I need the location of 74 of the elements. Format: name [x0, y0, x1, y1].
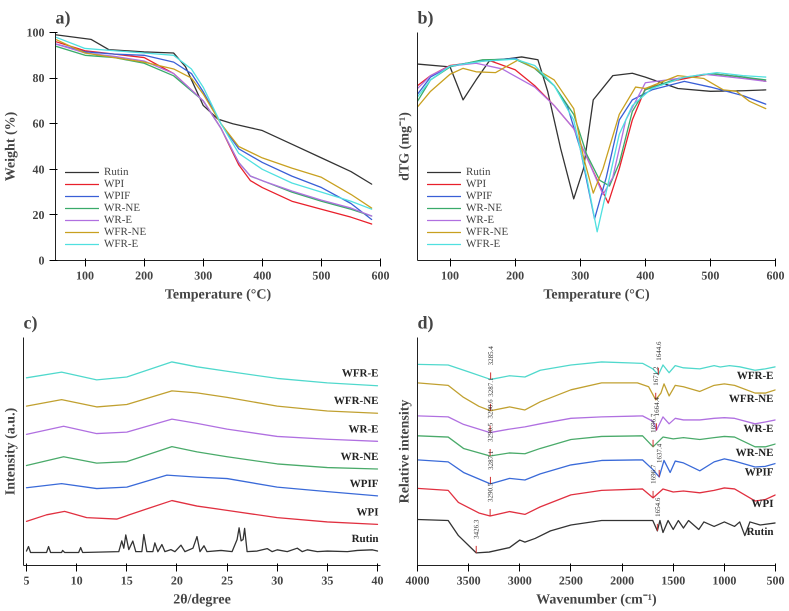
x-tick-label: 2000 [610, 574, 634, 588]
y-tick-label: 40 [32, 162, 44, 176]
x-axis-title: Temperature (°C) [543, 288, 650, 302]
y-tick-label: 80 [32, 71, 44, 86]
chart-title: a) [56, 8, 70, 28]
x-tick-label: 10 [70, 574, 83, 588]
x-tick-label: 100 [441, 268, 460, 282]
y-tick-label: 0 [38, 254, 44, 268]
legend-label: WR-NE [466, 202, 502, 214]
x-tick-label: 3000 [508, 574, 532, 588]
y-axis-title: Intensity (a.u.) [4, 407, 18, 496]
series-label: WPIF [744, 466, 774, 479]
y-axis-title: Weight (%) [4, 111, 18, 182]
series-label: WPI [752, 498, 774, 510]
y-axis-title: Relative intensity [398, 400, 412, 504]
series-label: WR-NE [340, 451, 379, 464]
x-tick-label: 200 [135, 268, 154, 282]
chart-title: b) [418, 8, 434, 28]
series-label: WR-NE [736, 446, 774, 459]
series-label: WPI [356, 506, 378, 518]
x-tick-label: 20 [170, 574, 183, 588]
series-label: WFR-NE [728, 392, 774, 405]
x-tick-label: 300 [571, 268, 590, 282]
series-label: WFR-E [736, 370, 774, 382]
x-tick-label: 500 [766, 574, 784, 588]
x-tick-label: 30 [271, 574, 284, 588]
x-axis-title: 2θ/degree [173, 592, 231, 608]
x-tick-label: 100 [76, 268, 94, 282]
legend-label: WFR-E [466, 238, 500, 250]
x-tick-label: 4000 [406, 574, 430, 588]
x-tick-label: 3500 [456, 574, 481, 588]
x-tick-label: 400 [636, 268, 654, 282]
y-axis-title: dTG (mg⁻¹) [398, 112, 412, 181]
series-label: WFR-E [342, 368, 379, 380]
legend-label: WPI [104, 178, 124, 190]
x-tick-label: 25 [221, 574, 234, 588]
legend-label: WPIF [104, 190, 130, 202]
legend-label: WPIF [466, 190, 492, 202]
legend-label: WPI [466, 178, 486, 190]
x-tick-label: 300 [194, 268, 212, 282]
x-tick-label: 35 [321, 574, 334, 588]
legend-label: WR-E [466, 214, 494, 226]
x-tick-label: 500 [701, 268, 720, 282]
x-axis-title: Wavenumber (cm⁻¹) [536, 592, 657, 608]
x-tick-label: 500 [312, 268, 330, 282]
series-label: WPIF [350, 478, 379, 490]
legend-label: Rutin [104, 166, 128, 178]
series-label: Rutin [352, 533, 379, 546]
legend-label: WFR-NE [466, 226, 508, 238]
x-tick-label: 600 [766, 268, 784, 282]
chart-title: d) [418, 312, 434, 332]
legend-label: Rutin [466, 166, 490, 178]
y-tick-label: 100 [26, 26, 44, 40]
x-tick-label: 1500 [661, 574, 686, 588]
x-tick-label: 400 [253, 268, 272, 282]
legend-label: WR-NE [104, 202, 140, 214]
series-label: WFR-NE [334, 395, 378, 408]
y-tick-label: 60 [32, 116, 44, 131]
x-tick-label: 5 [24, 574, 30, 588]
legend-label: WFR-NE [104, 226, 146, 238]
series-label: Rutin [746, 526, 774, 538]
y-tick-label: 20 [32, 208, 44, 222]
legend-label: WR-E [104, 214, 132, 226]
x-tick-label: 600 [372, 268, 390, 282]
x-tick-label: 40 [371, 574, 384, 588]
series-label: WR-E [744, 422, 774, 435]
series-label: WR-E [348, 423, 379, 436]
x-tick-label: 2500 [558, 574, 583, 588]
x-tick-label: 200 [506, 268, 524, 282]
x-tick-label: 15 [120, 574, 133, 588]
legend-label: WFR-E [104, 238, 138, 250]
x-tick-label: 1000 [712, 574, 736, 588]
x-axis-title: Temperature (°C) [164, 288, 272, 302]
chart-title: c) [24, 312, 38, 332]
